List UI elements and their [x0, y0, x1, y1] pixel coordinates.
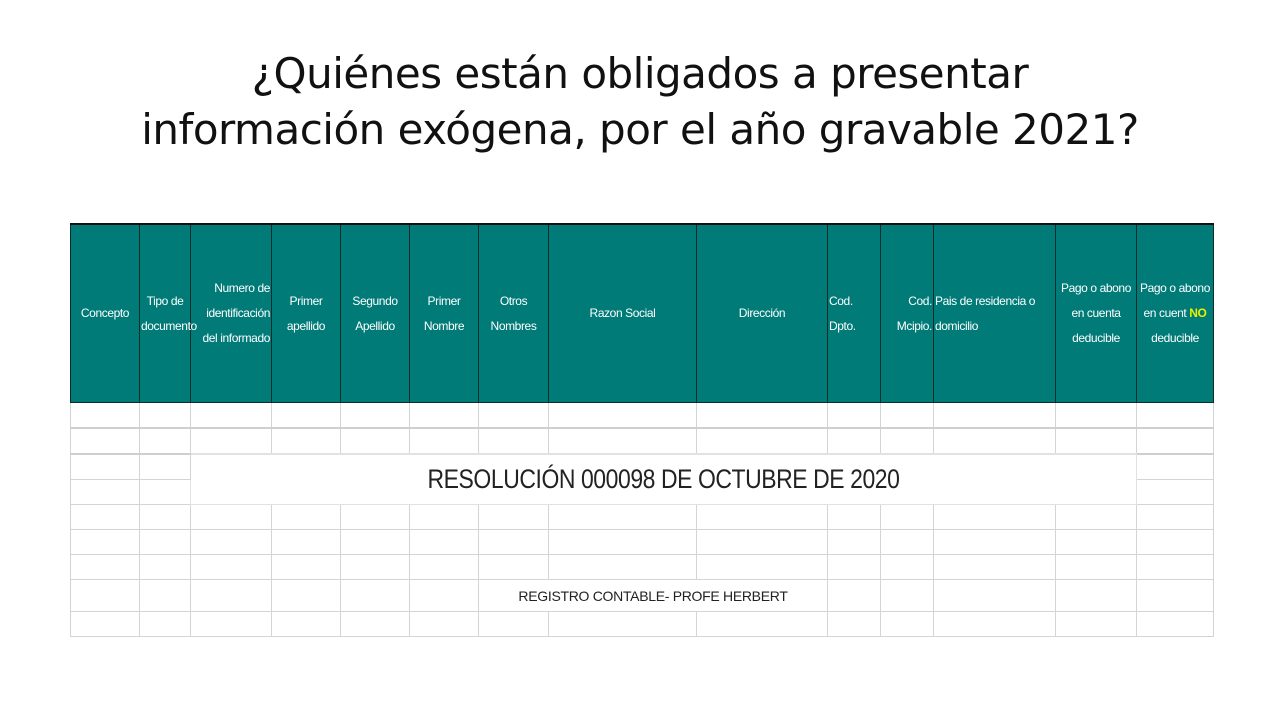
header-otros-nombres: Otros Nombres — [478, 223, 549, 403]
table-row — [70, 504, 1214, 530]
table-row — [70, 554, 1214, 580]
footer-credit: REGISTRO CONTABLE- PROFE HERBERT — [478, 579, 828, 612]
header-direccion: Dirección — [696, 223, 828, 403]
slide-title: ¿Quiénes están obligados a presentar inf… — [0, 46, 1280, 158]
header-primer-apellido: Primer apellido — [271, 223, 341, 403]
header-row: Concepto Tipo de documento Numero de ide… — [70, 223, 1214, 403]
header-razon-social: Razon Social — [548, 223, 697, 403]
table-row: REGISTRO CONTABLE- PROFE HERBERT — [70, 579, 1214, 612]
table-row — [70, 529, 1214, 555]
header-cod-mcipio: Cod. Mcipio. — [880, 223, 934, 403]
table-row: RESOLUCIÓN 000098 DE OCTUBRE DE 2020 — [70, 453, 1214, 505]
header-primer-nombre: Primer Nombre — [409, 223, 479, 403]
header-tipo-documento: Tipo de documento — [139, 223, 197, 403]
table-row — [70, 427, 1214, 455]
header-pago-no-deducible: Pago o abono en cuent NO deducible — [1136, 223, 1214, 403]
header-cod-dpto: Cod. Dpto. — [827, 223, 881, 403]
title-line-2: información exógena, por el año gravable… — [141, 105, 1139, 154]
table-row — [70, 402, 1214, 429]
header-pais-residencia: Pais de residencia o domicilio — [933, 223, 1056, 403]
exogena-table: Concepto Tipo de documento Numero de ide… — [70, 223, 1214, 637]
resolucion-text: RESOLUCIÓN 000098 DE OCTUBRE DE 2020 — [427, 464, 900, 494]
header-pago-deducible: Pago o abono en cuenta deducible — [1055, 223, 1137, 403]
title-line-1: ¿Quiénes están obligados a presentar — [251, 49, 1029, 98]
header-numero-identificacion: Numero de identificación del informado — [190, 223, 272, 403]
header-text: Pago o abono en cuent — [1140, 281, 1210, 320]
no-highlight: NO — [1189, 306, 1207, 320]
header-segundo-apellido: Segundo Apellido — [340, 223, 410, 403]
resolucion-cell: RESOLUCIÓN 000098 DE OCTUBRE DE 2020 — [190, 453, 1137, 505]
header-concepto: Concepto — [70, 223, 140, 403]
table-row — [70, 611, 1214, 637]
header-text: deducible — [1151, 331, 1199, 345]
